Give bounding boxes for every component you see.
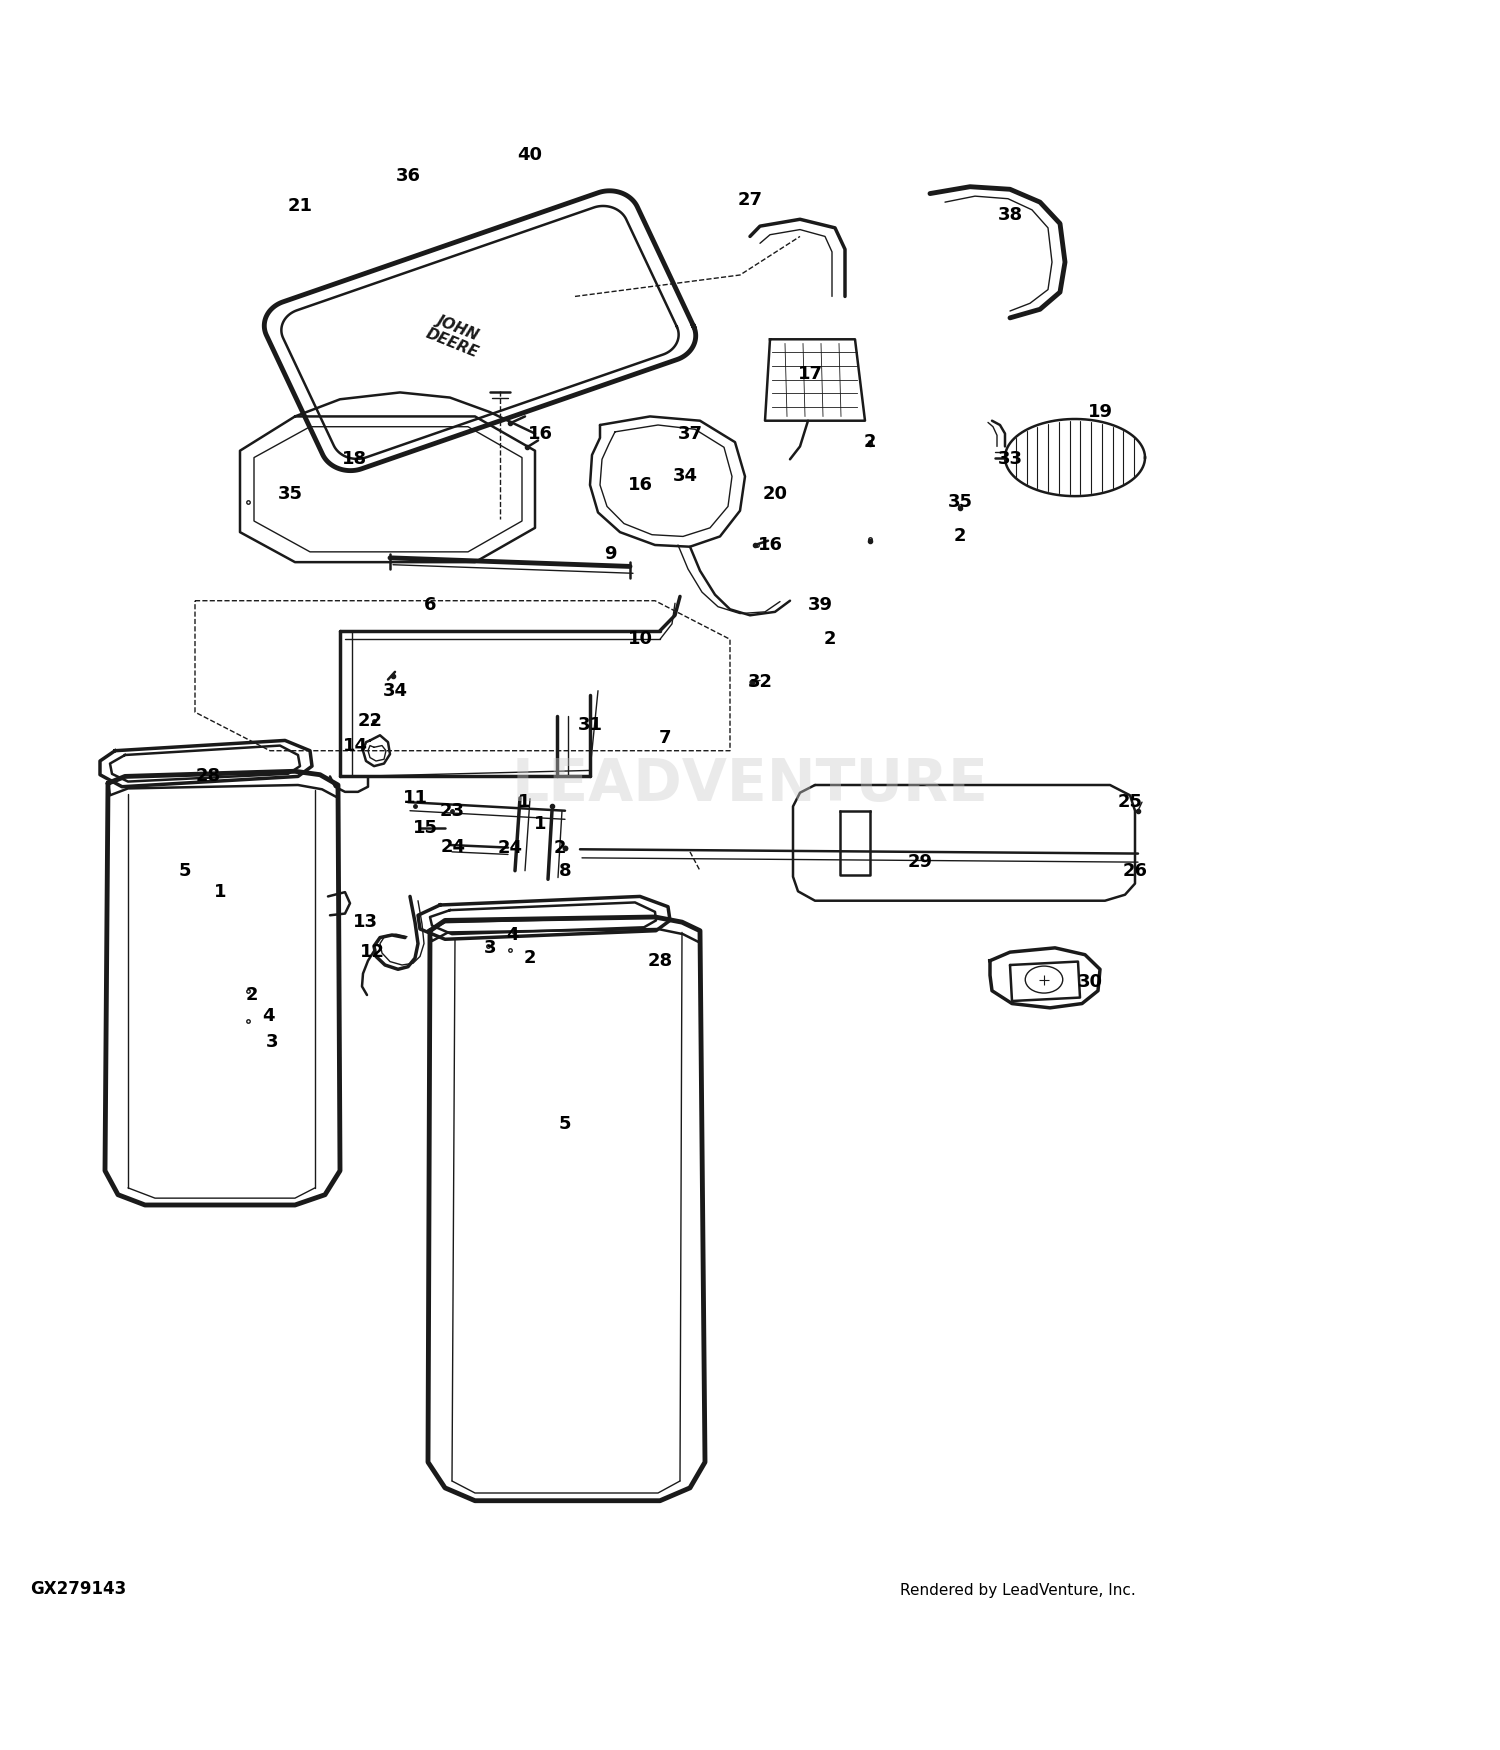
Text: 6: 6 xyxy=(423,597,436,614)
Text: 27: 27 xyxy=(738,191,762,210)
Text: 12: 12 xyxy=(360,943,384,961)
Text: 5: 5 xyxy=(558,1115,572,1132)
Text: 2: 2 xyxy=(824,630,837,648)
Text: 15: 15 xyxy=(413,819,438,836)
Text: 23: 23 xyxy=(440,802,465,819)
Text: 7: 7 xyxy=(658,728,672,747)
Text: 2: 2 xyxy=(954,527,966,546)
Text: JOHN
DEERE: JOHN DEERE xyxy=(423,310,488,360)
Text: 14: 14 xyxy=(342,737,368,756)
Text: 16: 16 xyxy=(758,536,783,555)
Text: 22: 22 xyxy=(357,712,382,730)
Text: 24: 24 xyxy=(441,838,465,856)
Text: 11: 11 xyxy=(402,789,427,807)
Text: 39: 39 xyxy=(807,597,832,614)
Text: 3: 3 xyxy=(266,1032,279,1052)
Text: 33: 33 xyxy=(998,450,1023,469)
Text: 19: 19 xyxy=(1088,402,1113,422)
Text: 2: 2 xyxy=(524,949,537,968)
Text: 1: 1 xyxy=(518,793,531,812)
Text: 25: 25 xyxy=(1118,793,1143,812)
Text: 18: 18 xyxy=(342,450,368,469)
Text: 16: 16 xyxy=(627,476,652,494)
Text: 29: 29 xyxy=(908,854,933,872)
Text: 2: 2 xyxy=(864,434,876,452)
Text: Rendered by LeadVenture, Inc.: Rendered by LeadVenture, Inc. xyxy=(900,1584,1136,1598)
Text: 2: 2 xyxy=(246,985,258,1004)
Text: 1: 1 xyxy=(534,814,546,833)
Text: 40: 40 xyxy=(518,145,543,164)
Text: 34: 34 xyxy=(672,467,698,485)
Text: 37: 37 xyxy=(678,425,702,443)
Text: 31: 31 xyxy=(578,716,603,733)
Text: 17: 17 xyxy=(798,364,822,383)
Text: 13: 13 xyxy=(352,914,378,931)
Text: 16: 16 xyxy=(528,425,552,443)
Text: 20: 20 xyxy=(762,485,788,502)
Text: 4: 4 xyxy=(261,1008,274,1026)
Text: 28: 28 xyxy=(648,952,672,970)
Text: 28: 28 xyxy=(195,768,220,786)
Text: 21: 21 xyxy=(288,198,312,215)
Text: 35: 35 xyxy=(278,485,303,502)
Text: 35: 35 xyxy=(948,493,972,511)
Text: 32: 32 xyxy=(747,674,772,691)
Text: 3: 3 xyxy=(483,938,496,957)
Text: LEADVENTURE: LEADVENTURE xyxy=(512,756,988,814)
Text: 8: 8 xyxy=(558,861,572,880)
Text: 26: 26 xyxy=(1122,861,1148,880)
Text: 36: 36 xyxy=(396,168,420,186)
Text: 2: 2 xyxy=(554,838,567,856)
Text: 5: 5 xyxy=(178,861,192,880)
Text: 34: 34 xyxy=(382,682,408,700)
Text: 1: 1 xyxy=(213,884,226,901)
Text: 30: 30 xyxy=(1077,973,1102,990)
Text: 38: 38 xyxy=(998,206,1023,224)
Text: 10: 10 xyxy=(627,630,652,648)
Text: 4: 4 xyxy=(506,926,519,943)
Text: GX279143: GX279143 xyxy=(30,1580,126,1598)
Text: 9: 9 xyxy=(603,544,616,562)
Text: 24: 24 xyxy=(498,838,522,856)
